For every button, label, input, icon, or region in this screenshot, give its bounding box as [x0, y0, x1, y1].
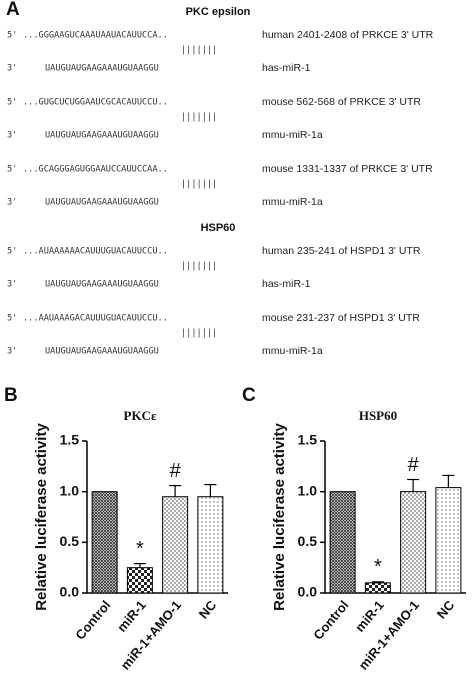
prime5: 5': [7, 98, 17, 108]
description: human 235-241 of HSPD1 3' UTR: [262, 245, 421, 257]
pairs: |||||||: [181, 262, 217, 272]
pairs: |||||||: [181, 180, 217, 190]
x-tick-label: NC: [434, 597, 458, 621]
annotation: #: [170, 460, 182, 482]
bar: [435, 487, 462, 594]
mirna-name: mmu-miR-1a: [262, 129, 323, 141]
chart-title: HSP60: [359, 408, 397, 423]
mirna-seq: UAUGUAUGAAGAAAUGUAAGGU: [45, 131, 159, 141]
target-seq: ...GUGCUCUGGAAUCGCACAUUCCU..: [23, 98, 168, 108]
target-seq: ...GCAGGGAGUGGAAUCCAUUCCAA..: [23, 165, 168, 175]
panel-label: A: [6, 0, 20, 20]
bar: [126, 567, 153, 594]
prime5: 5': [7, 31, 17, 41]
x-tick-label: Control: [72, 597, 113, 642]
pairs: |||||||: [181, 46, 217, 56]
group-title: HSP60: [201, 222, 236, 234]
y-tick-label: 0.5: [60, 533, 80, 549]
mirna-name: mmu-miR-1a: [262, 345, 323, 357]
description: human 2401-2408 of PRKCE 3' UTR: [262, 29, 434, 41]
annotation: *: [136, 538, 144, 560]
y-axis-label: Relative luciferase activity: [271, 423, 288, 611]
y-tick-label: 1.5: [60, 432, 80, 448]
y-tick-label: 1.0: [60, 482, 80, 498]
description: mouse 562-568 of PRKCE 3' UTR: [262, 96, 421, 108]
bar: [197, 496, 224, 594]
prime5: 5': [7, 314, 17, 324]
mirna-seq: UAUGUAUGAAGAAAUGUAAGGU: [45, 64, 159, 74]
pairs: |||||||: [181, 113, 217, 123]
mirna-name: has-miR-1: [262, 278, 311, 290]
target-seq: ...AAUAAAGACAUUUGUACAUUCCU..: [23, 314, 168, 324]
y-axis-label: Relative luciferase activity: [33, 423, 50, 611]
prime3: 3': [7, 64, 17, 74]
chart-title: PKCε: [124, 408, 157, 423]
prime3: 3': [7, 347, 17, 357]
target-seq: ...GGGAAGUCAAAUAAUACAUUCCA..: [23, 31, 168, 41]
mirna-seq: UAUGUAUGAAGAAAUGUAAGGU: [45, 198, 159, 208]
x-tick-label: NC: [196, 597, 220, 621]
mirna-name: mmu-miR-1a: [262, 196, 323, 208]
x-tick-label: Control: [310, 597, 351, 642]
prime5: 5': [7, 165, 17, 175]
bar: [329, 491, 356, 594]
description: mouse 231-237 of HSPD1 3' UTR: [262, 312, 420, 324]
annotation: *: [374, 556, 382, 578]
y-tick-label: 0.5: [298, 533, 318, 549]
y-tick-label: 1.0: [298, 482, 318, 498]
bar: [91, 491, 118, 594]
y-tick-label: 0.0: [298, 584, 318, 600]
bar: [400, 491, 427, 594]
group-title: PKC epsilon: [186, 6, 251, 18]
x-tick-label: miR-1: [352, 597, 387, 634]
panel-label: C: [242, 385, 256, 406]
target-seq: ...AUAAAAAACAUUUGUACAUUCCU..: [23, 247, 168, 257]
pairs: |||||||: [181, 329, 217, 339]
x-tick-label: miR-1: [114, 597, 149, 634]
annotation: #: [408, 454, 420, 476]
prime3: 3': [7, 131, 17, 141]
y-tick-label: 0.0: [60, 584, 80, 600]
mirna-seq: UAUGUAUGAAGAAAUGUAAGGU: [45, 347, 159, 357]
prime3: 3': [7, 198, 17, 208]
description: mouse 1331-1337 of PRKCE 3' UTR: [262, 163, 433, 175]
y-tick-label: 1.5: [298, 432, 318, 448]
prime3: 3': [7, 280, 17, 290]
mirna-seq: UAUGUAUGAAGAAAUGUAAGGU: [45, 280, 159, 290]
mirna-name: has-miR-1: [262, 62, 311, 74]
prime5: 5': [7, 247, 17, 257]
panel-label: B: [4, 385, 18, 406]
bar: [364, 582, 391, 594]
bar: [162, 496, 189, 594]
